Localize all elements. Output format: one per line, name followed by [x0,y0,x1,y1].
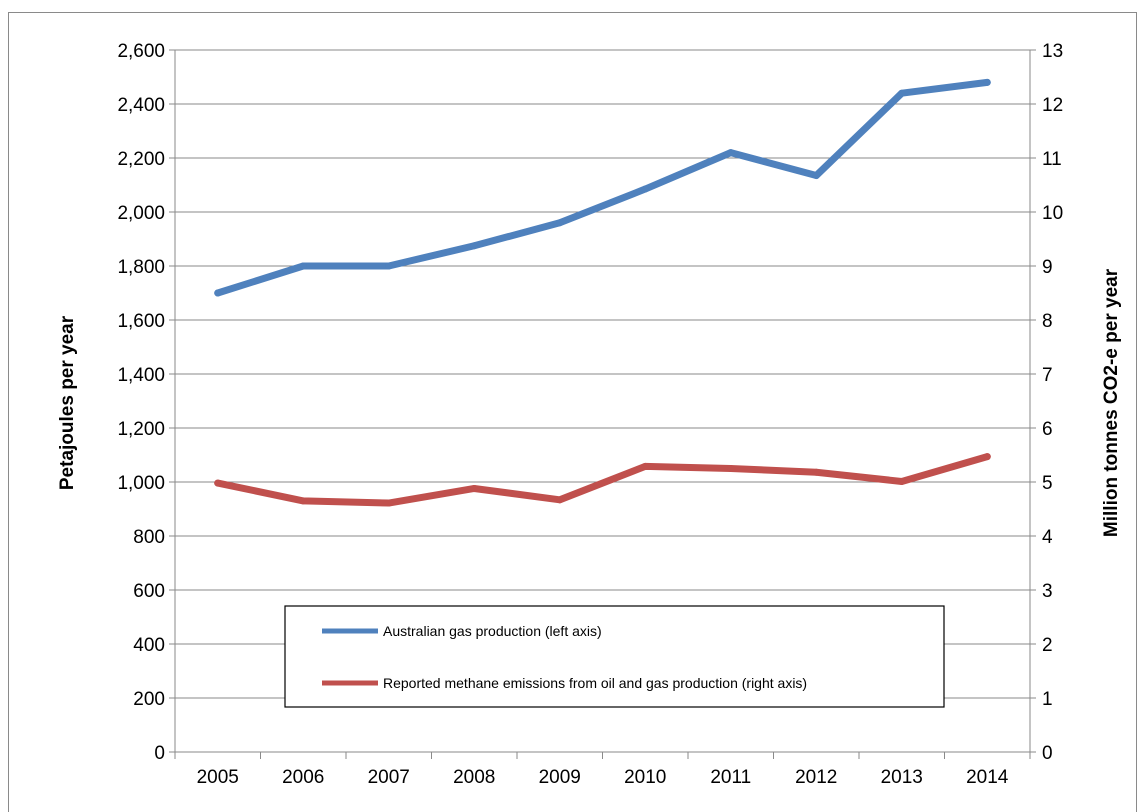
left-tick-label: 0 [154,743,165,764]
data-point-methane-emissions [385,499,393,507]
right-tick-label: 3 [1042,581,1053,602]
data-point-gas-production [812,172,820,180]
series-line-gas-production [214,78,991,297]
data-point-methane-emissions [983,453,991,461]
left-tick-label: 200 [133,689,165,710]
right-tick-label: 13 [1042,41,1063,62]
data-point-gas-production [470,242,478,250]
data-point-gas-production [214,289,222,297]
right-tick-label: 5 [1042,473,1053,494]
left-tick-label: 1,400 [117,365,165,386]
series-line-methane-emissions [214,453,991,507]
left-tick-label: 400 [133,635,165,656]
left-tick-label: 600 [133,581,165,602]
series-group [214,78,991,507]
gridlines [175,49,1030,699]
data-point-methane-emissions [299,497,307,505]
right-tick-label: 4 [1042,527,1053,548]
legend-box [284,605,945,708]
data-point-gas-production [556,219,564,227]
data-point-gas-production [983,78,991,86]
right-tick-label: 8 [1042,311,1053,332]
data-point-gas-production [641,185,649,193]
right-tick-label: 6 [1042,419,1053,440]
x-axis: 2005 2006 2007 2008 2009 2010 2011 2012 2013 2014 [174,751,1031,788]
data-point-gas-production [898,89,906,97]
data-point-gas-production [299,262,307,270]
right-tick-label: 7 [1042,365,1053,386]
left-tick-label: 1,200 [117,419,165,440]
x-tick-label: 2008 [453,767,495,788]
legend: Australian gas production (left axis) Re… [284,605,945,708]
right-tick-label: 2 [1042,635,1053,656]
right-axis-title: Million tonnes CO2-e per year [1101,268,1122,537]
right-tick-label: 10 [1042,203,1063,224]
data-point-methane-emissions [214,479,222,487]
x-tick-label: 2010 [624,767,666,788]
x-tick-label: 2011 [710,767,751,788]
x-tick-label: 2009 [539,767,581,788]
x-tick-label: 2014 [966,767,1009,788]
right-tick-label: 12 [1042,95,1063,116]
left-axis-title: Petajoules per year [57,315,78,490]
data-point-methane-emissions [556,496,564,504]
x-tick-label: 2012 [795,767,837,788]
left-axis: 0 200 400 600 800 1,000 1,200 1,400 1,600 1,800 2,… [117,41,176,764]
left-tick-label: 2,600 [117,41,165,62]
right-tick-label: 9 [1042,257,1053,278]
left-tick-label: 2,000 [117,203,165,224]
right-tick-label: 0 [1042,743,1053,764]
left-tick-label: 1,600 [117,311,165,332]
left-tick-label: 2,400 [117,95,165,116]
x-tick-label: 2013 [881,767,923,788]
legend-label-gas-production: Australian gas production (left axis) [383,623,602,639]
data-point-methane-emissions [727,465,735,472]
left-tick-label: 2,200 [117,149,165,170]
left-tick-label: 800 [133,527,165,548]
x-tick-label: 2006 [282,767,324,788]
right-tick-label: 1 [1042,689,1053,710]
data-point-methane-emissions [812,468,820,476]
legend-label-methane-emissions: Reported methane emissions from oil and … [383,675,807,691]
x-tick-label: 2005 [197,767,239,788]
x-tick-label: 2007 [368,767,410,788]
data-point-methane-emissions [470,484,478,492]
data-point-methane-emissions [898,477,906,485]
data-point-gas-production [727,149,735,157]
left-tick-label: 1,800 [117,257,165,278]
data-point-methane-emissions [641,462,649,470]
left-tick-label: 1,000 [117,473,165,494]
right-tick-label: 11 [1042,149,1062,170]
data-point-gas-production [385,262,393,270]
